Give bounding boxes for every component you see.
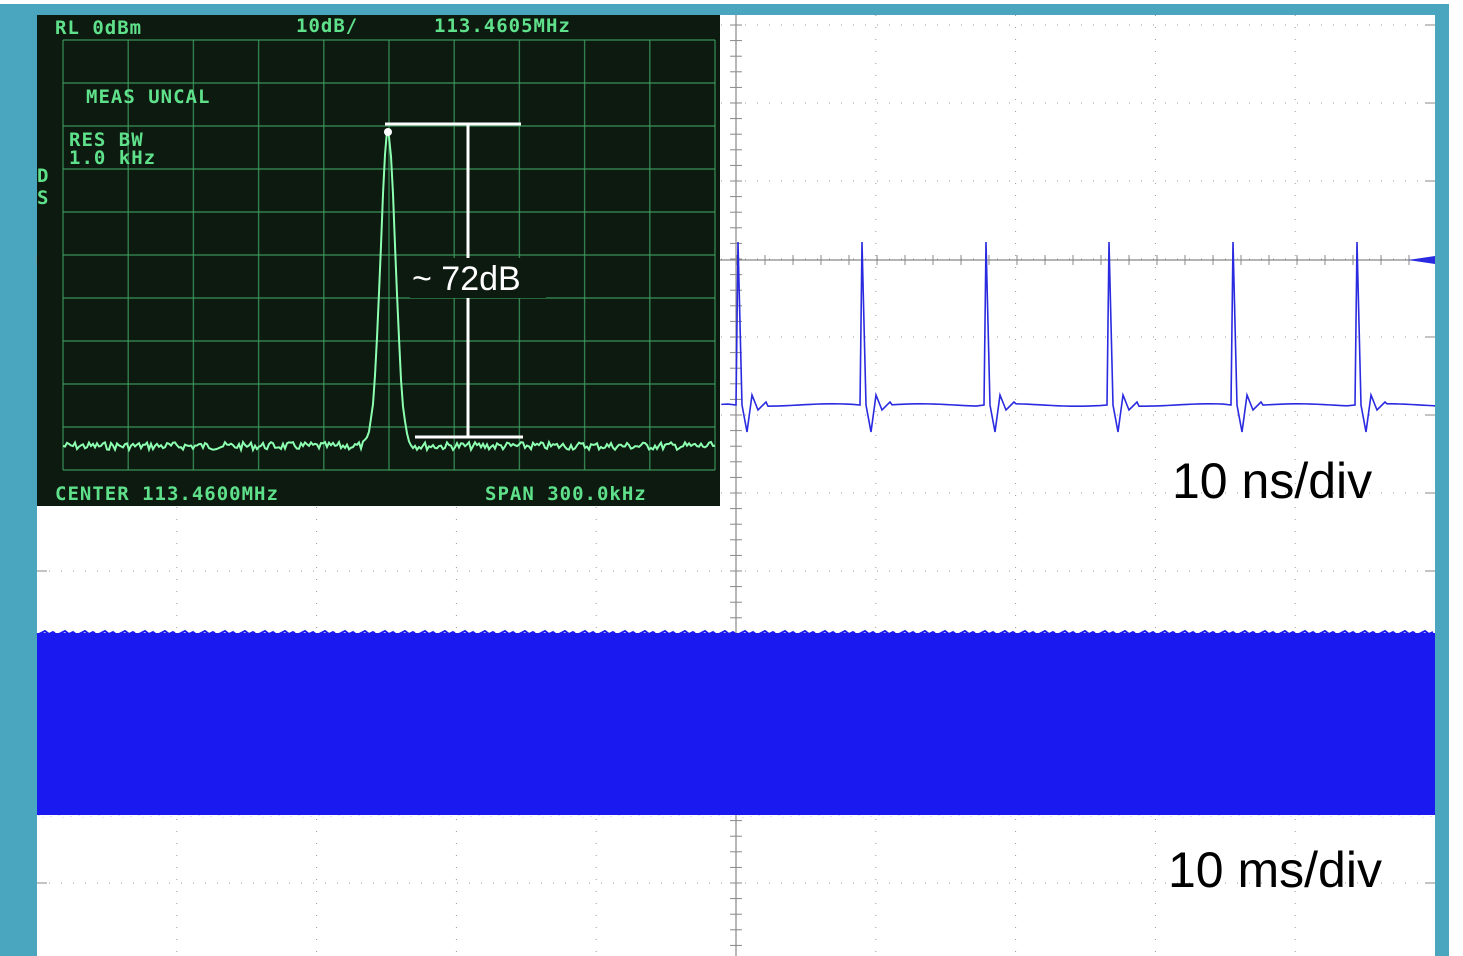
- page: {"spectrum": {"reference_level": "RL 0dB…: [0, 0, 1463, 956]
- status: MEAS UNCAL: [86, 86, 210, 108]
- center-frequency: CENTER 113.4600MHz: [55, 483, 279, 505]
- peak-marker: [384, 128, 392, 136]
- annotation: ~ 72dB: [412, 260, 521, 298]
- top-timebase: 10 ns/div: [1172, 453, 1372, 509]
- reference-level: RL 0dBm: [55, 17, 142, 39]
- res-bw-value: 1.0 kHz: [69, 147, 156, 169]
- dense-trace: [37, 633, 1435, 815]
- scale: 10dB/: [296, 15, 358, 37]
- bottom-timebase: 10 ms/div: [1168, 842, 1382, 898]
- span: SPAN 300.0kHz: [485, 483, 647, 505]
- figure: ~ 72dB RL 0dBm 10dB/ 113.4605MHz MEAS UN…: [0, 0, 1463, 956]
- marker-frequency: 113.4605MHz: [434, 15, 571, 37]
- side-label: D: [37, 165, 49, 187]
- side-label: S: [37, 187, 49, 209]
